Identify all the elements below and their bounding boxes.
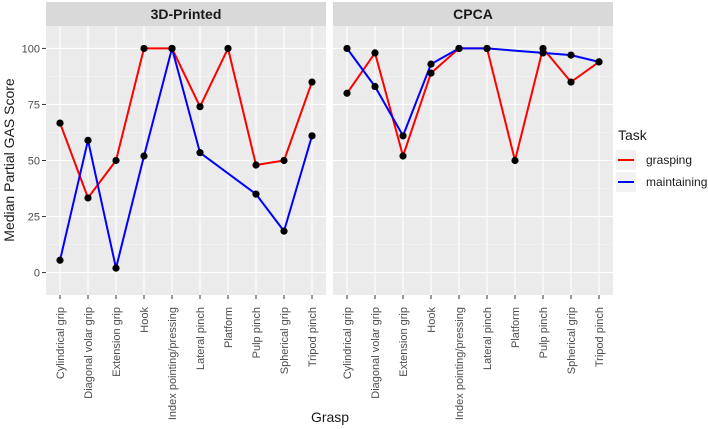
x-tick-label: Index pointing/pressing xyxy=(454,307,466,420)
x-tick-label: Extension grip xyxy=(111,307,123,377)
y-axis-title: Median Partial GAS Score xyxy=(1,78,17,242)
x-tick-label: Diagonal volar grip xyxy=(83,307,95,399)
data-point-maintaining xyxy=(567,51,575,59)
x-tick-label: Platform xyxy=(223,307,235,348)
x-tick-label: Platform xyxy=(510,307,522,348)
data-point-maintaining xyxy=(196,149,204,157)
facet-strip xyxy=(46,2,326,26)
data-point-maintaining xyxy=(399,132,407,140)
data-point-grasping xyxy=(511,156,519,165)
data-point-maintaining xyxy=(168,44,176,53)
facet-title: 3D-Printed xyxy=(151,6,222,22)
data-point-maintaining xyxy=(539,49,547,57)
data-point-maintaining xyxy=(455,44,463,53)
data-point-grasping xyxy=(308,78,316,86)
panel-2: CPCA Cylindrical grip Diagonal volar grip E… xyxy=(333,2,613,420)
data-point-grasping xyxy=(252,161,260,169)
legend: Task grasping maintaining xyxy=(616,127,707,192)
data-point-grasping xyxy=(196,103,204,111)
panel-1: 3D-Printed Cylindrical grip Diagonal volar… xyxy=(46,2,326,420)
x-tick-label: Tripod pinch xyxy=(594,307,606,367)
legend-title: Task xyxy=(618,127,648,143)
data-point-grasping xyxy=(224,44,232,53)
data-point-grasping xyxy=(84,194,92,202)
facet-strip xyxy=(333,2,613,26)
data-point-maintaining xyxy=(280,227,288,235)
x-tick-label: Extension grip xyxy=(398,307,410,377)
x-tick-label: Pulp pinch xyxy=(251,307,263,358)
x-tick-label: Diagonal volar grip xyxy=(370,307,382,399)
data-point-maintaining xyxy=(595,58,603,66)
x-tick-label: Hook xyxy=(139,307,151,333)
x-tick-label: Index pointing/pressing xyxy=(167,307,179,420)
data-point-grasping xyxy=(56,119,64,127)
legend-label-maintaining: maintaining xyxy=(646,175,707,189)
facet-title: CPCA xyxy=(453,6,493,22)
x-tick-label: Spherical grip xyxy=(566,307,578,374)
x-tick-label: Cylindrical grip xyxy=(55,307,67,379)
y-tick-label: 0 xyxy=(34,268,40,280)
data-point-grasping xyxy=(567,78,575,86)
data-point-maintaining xyxy=(140,152,148,160)
y-axis: 0 25 50 75 100 xyxy=(22,43,46,280)
x-tick-label: Pulp pinch xyxy=(538,307,550,358)
x-tick-label: Hook xyxy=(426,307,438,333)
y-tick-label: 25 xyxy=(28,212,40,224)
data-point-grasping xyxy=(343,89,351,97)
data-point-grasping xyxy=(280,156,288,165)
data-point-grasping xyxy=(140,44,148,53)
series-line-grasping xyxy=(59,47,313,199)
data-point-grasping xyxy=(371,49,379,57)
data-point-maintaining xyxy=(112,264,120,272)
data-point-grasping xyxy=(427,69,435,77)
data-point-grasping xyxy=(112,156,120,165)
data-point-maintaining xyxy=(483,44,491,53)
data-point-maintaining xyxy=(371,82,379,91)
x-tick-label: Tripod pinch xyxy=(307,307,319,367)
data-point-maintaining xyxy=(427,60,435,68)
x-tick-label: Cylindrical grip xyxy=(342,307,354,379)
data-point-maintaining xyxy=(84,136,92,144)
legend-label-grasping: grasping xyxy=(646,153,692,167)
y-tick-label: 100 xyxy=(22,43,40,55)
y-tick-label: 50 xyxy=(28,156,40,168)
panels-layer: 3D-Printed Cylindrical grip Diagonal volar… xyxy=(46,2,613,420)
data-point-grasping xyxy=(399,152,407,160)
x-tick-label: Lateral pinch xyxy=(482,307,494,370)
x-axis-title: Grasp xyxy=(311,409,349,425)
x-tick-label: Spherical grip xyxy=(279,307,291,374)
data-point-maintaining xyxy=(56,256,64,264)
x-tick-label: Lateral pinch xyxy=(195,307,207,370)
data-point-maintaining xyxy=(343,44,351,53)
y-tick-label: 75 xyxy=(28,99,40,111)
data-point-maintaining xyxy=(308,132,316,140)
data-point-maintaining xyxy=(252,190,260,198)
